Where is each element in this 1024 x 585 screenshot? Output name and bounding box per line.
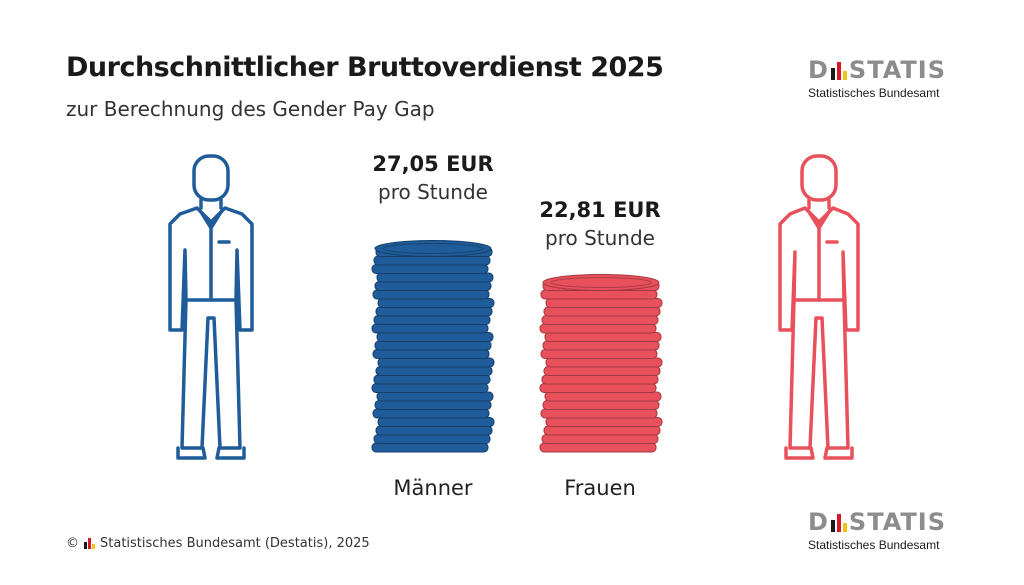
coin-icon [541, 434, 659, 444]
coin-icon [371, 442, 489, 453]
coin-icon [373, 255, 491, 266]
coin-icon [372, 349, 490, 359]
coin-icon [545, 357, 663, 368]
coin-icon [376, 391, 494, 402]
coin-stack-men [371, 240, 495, 453]
woman-figure-icon [778, 154, 860, 460]
logo-bars-icon [830, 514, 847, 532]
coin-icon [545, 298, 663, 308]
coin-icon [539, 383, 657, 393]
coin-icon [372, 408, 490, 419]
coin-icon [540, 289, 658, 300]
coin-icon [377, 417, 495, 427]
category-men: Männer [393, 476, 473, 500]
value-women: 22,81 EUR [539, 198, 661, 222]
coin-icon [377, 357, 495, 368]
man-figure-icon [168, 154, 254, 460]
logo-word-statis: STATIS [848, 508, 947, 536]
coin-icon [539, 442, 657, 453]
unit-men: pro Stunde [378, 180, 488, 204]
value-label-men: 27,05 EUR pro Stunde [353, 152, 513, 204]
value-men: 27,05 EUR [372, 152, 494, 176]
page-title: Durchschnittlicher Bruttoverdienst 2025 [66, 52, 664, 83]
coin-icon [544, 391, 662, 402]
coin-icon [542, 400, 660, 410]
coin-stack-top [542, 274, 660, 291]
value-label-women: 22,81 EUR pro Stunde [520, 198, 680, 250]
coin-icon [373, 315, 491, 325]
coin-icon [377, 298, 495, 308]
coin-icon [374, 340, 492, 351]
coin-stacks [371, 240, 663, 453]
logo-tagline: Statistisches Bundesamt [808, 86, 940, 100]
coin-icon [375, 306, 493, 317]
coin-stack-top-rim [382, 243, 484, 254]
coin-icon [376, 272, 494, 283]
logo-word-statis: STATIS [848, 56, 947, 84]
coin-icon [371, 383, 489, 393]
unit-women: pro Stunde [545, 226, 655, 250]
footer-source-text: Statistisches Bundesamt (Destatis), 2025 [100, 536, 370, 551]
coin-icon [542, 340, 660, 351]
coin-icon [375, 425, 493, 436]
destatis-logo-bottom: D STATIS Statistisches Bundesamt [808, 510, 968, 552]
page-subtitle: zur Berechnung des Gender Pay Gap [66, 97, 435, 121]
footer-source: © Statistisches Bundesamt (Destatis), 20… [66, 536, 370, 551]
coin-icon [376, 332, 494, 342]
destatis-logo-top: D STATIS Statistisches Bundesamt [808, 58, 968, 100]
coin-stack-top-rim [550, 277, 652, 288]
coin-stack-women [539, 274, 663, 453]
coin-icon [372, 289, 490, 300]
coin-icon [540, 349, 658, 359]
category-women: Frauen [564, 476, 636, 500]
coin-stack-top [374, 240, 492, 257]
coin-icon [373, 374, 491, 385]
coin-icon [371, 323, 489, 334]
coin-icon [545, 417, 663, 427]
logo-bars-icon [830, 62, 847, 80]
copyright-symbol: © [66, 536, 79, 551]
coin-icon [541, 315, 659, 325]
coin-icon [543, 366, 661, 376]
footer-logo-bars-icon [84, 538, 95, 549]
coin-icon [373, 434, 491, 444]
logo-letter-d: D [808, 56, 829, 84]
coin-icon [544, 332, 662, 342]
logo-letter-d: D [808, 508, 829, 536]
coin-icon [539, 323, 657, 334]
coin-icon [541, 374, 659, 385]
coin-icon [540, 408, 658, 419]
coin-icon [374, 400, 492, 410]
coin-icon [374, 281, 492, 291]
coin-icon [543, 306, 661, 317]
logo-tagline: Statistisches Bundesamt [808, 538, 940, 552]
coin-icon [543, 425, 661, 436]
coin-icon [375, 366, 493, 376]
coin-icon [371, 264, 489, 274]
